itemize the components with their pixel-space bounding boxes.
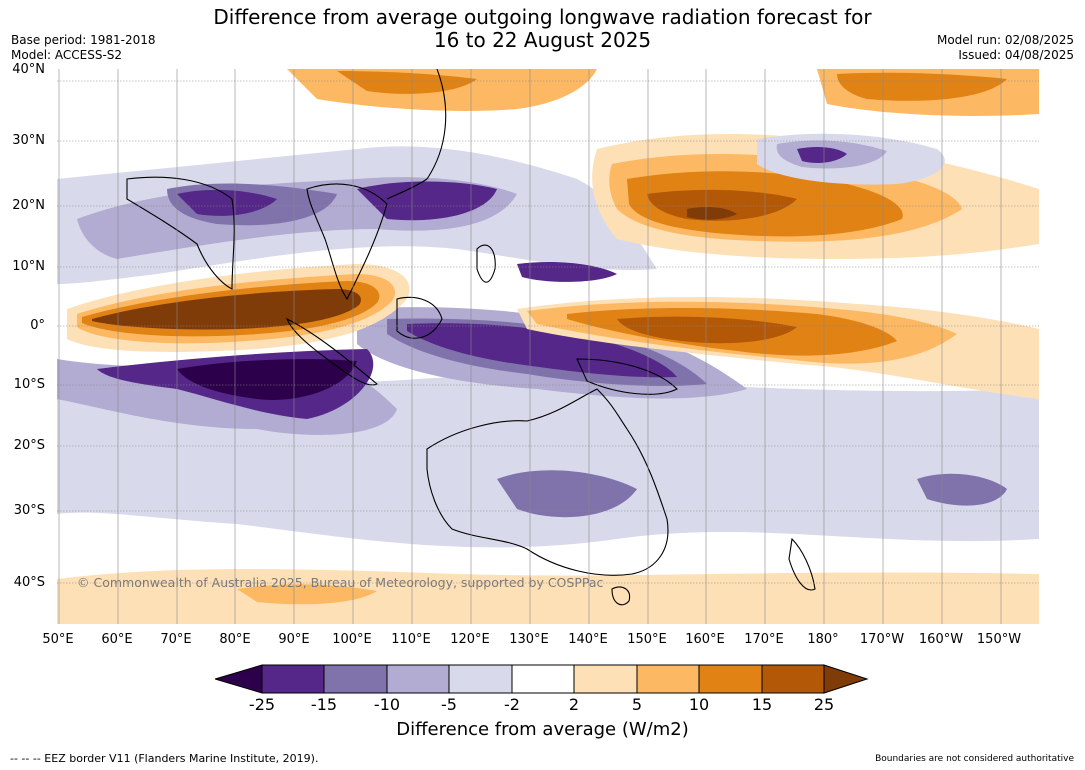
- colorbar-tick-5: 5: [631, 695, 643, 714]
- colorbar-min-arrow: [215, 664, 263, 694]
- china-coastline: [386, 69, 447, 200]
- anomaly-region-npac-orange-core: [647, 189, 797, 221]
- anomaly-region-npac-purple-core: [797, 146, 847, 163]
- lon-label-170w: 170°W: [859, 632, 905, 647]
- lat-label-30s: 30°S: [13, 503, 45, 518]
- issued-label: Issued: 04/08/2025: [958, 48, 1074, 62]
- lon-label-140e: 140°E: [568, 632, 608, 647]
- model-run-label: Model run: 02/08/2025: [936, 33, 1074, 47]
- colorbar-segment-7: [636, 664, 700, 694]
- sumatra-coastline: [285, 317, 378, 386]
- map-title: Difference from average outgoing longwav…: [0, 6, 1085, 52]
- lon-label-60e: 60°E: [101, 632, 133, 647]
- eez-border-note: -- -- -- EEZ border V11 (Flanders Marine…: [10, 752, 319, 765]
- tasmania-coastline: [611, 586, 631, 606]
- colorbar-segment-1: [261, 664, 325, 694]
- anomaly-region-nw-orange-core: [337, 71, 477, 94]
- colorbar-tick-minus15: -15: [310, 695, 338, 714]
- colorbar-tick-15: 15: [751, 695, 773, 714]
- colorbar-tick-minus5: -5: [441, 695, 457, 714]
- boundary-disclaimer: Boundaries are not considered authoritat…: [875, 754, 1074, 764]
- coastlines: [126, 69, 816, 606]
- lat-label-40s: 40°S: [13, 575, 45, 590]
- title-line-1: Difference from average outgoing longwav…: [213, 5, 872, 29]
- anomaly-region-south-orange-mid: [237, 584, 377, 605]
- colorbar-title: Difference from average (W/m2): [396, 719, 689, 740]
- lon-label-160w: 160°W: [918, 632, 964, 647]
- lon-label-50e: 50°E: [42, 632, 74, 647]
- anomaly-region-australia: [497, 470, 637, 518]
- colorbar-tick-minus2: -2: [504, 695, 520, 714]
- lon-label-180: 180°: [807, 632, 839, 647]
- colorbar-segment-4: [448, 664, 513, 694]
- lon-label-170e: 170°E: [744, 632, 784, 647]
- lon-label-130e: 130°E: [509, 632, 549, 647]
- anomaly-region-maritime-strong: [407, 323, 677, 378]
- lat-label-30n: 30°N: [12, 133, 45, 148]
- anomaly-region-china-sea: [357, 181, 497, 221]
- lon-label-150e: 150°E: [627, 632, 667, 647]
- lon-label-120e: 120°E: [450, 632, 490, 647]
- meta-right: Model run: 02/08/2025 Issued: 04/08/2025: [937, 33, 1074, 63]
- lat-label-10s: 10°S: [13, 377, 45, 392]
- new-zealand-coastline: [788, 537, 816, 591]
- lat-label-20n: 20°N: [12, 198, 45, 213]
- colorbar-tick-25: 25: [813, 695, 835, 714]
- anomaly-region-indian-core: [177, 359, 357, 400]
- lon-label-70e: 70°E: [160, 632, 192, 647]
- colorbar-segment-5: [511, 664, 575, 694]
- colorbar-segment-9: [761, 664, 825, 694]
- model-label: Model: ACCESS-S2: [11, 48, 123, 62]
- copyright-notice: © Commonwealth of Australia 2025, Bureau…: [77, 575, 604, 590]
- colorbar-tick-10: 10: [688, 695, 710, 714]
- colorbar-segment-8: [698, 664, 763, 694]
- meta-left: Base period: 1981-2018 Model: ACCESS-S2: [11, 33, 156, 63]
- lat-label-10n: 10°N: [12, 259, 45, 274]
- lon-label-150w: 150°W: [976, 632, 1022, 647]
- colorbar-segment-2: [323, 664, 388, 694]
- australia-coastline: [426, 388, 669, 576]
- anomaly-region-north-deep: [177, 189, 277, 216]
- borneo-coastline: [396, 296, 443, 339]
- title-line-2: 16 to 22 August 2025: [433, 28, 652, 52]
- lon-label-110e: 110°E: [391, 632, 431, 647]
- olr-anomaly-map: [57, 69, 1039, 624]
- philippines-coastline: [476, 244, 496, 283]
- anomaly-region-east-south: [917, 473, 1007, 506]
- lon-label-80e: 80°E: [219, 632, 251, 647]
- colorbar-tick-minus10: -10: [373, 695, 401, 714]
- colorbar-tick-minus25: -25: [248, 695, 276, 714]
- new-guinea-coastline: [576, 358, 678, 395]
- lon-label-90e: 90°E: [278, 632, 310, 647]
- lon-label-100e: 100°E: [332, 632, 372, 647]
- map-canvas: [57, 69, 1039, 624]
- colorbar: [215, 664, 869, 694]
- lat-label-40n: 40°N: [12, 62, 45, 77]
- gridlines: [57, 69, 1039, 624]
- colorbar-tick-2: 2: [568, 695, 580, 714]
- india-coastline: [126, 176, 235, 290]
- colorbar-segment-6: [573, 664, 638, 694]
- colorbar-segment-3: [386, 664, 450, 694]
- anomaly-region-npac-orange-peak: [687, 206, 737, 220]
- lat-label-20s: 20°S: [13, 438, 45, 453]
- lon-label-160e: 160°E: [685, 632, 725, 647]
- base-period-label: Base period: 1981-2018: [11, 33, 156, 47]
- anomaly-region-ne-orange-core: [837, 72, 1007, 101]
- lat-label-0: 0°: [30, 318, 45, 333]
- indochina-coastline: [306, 183, 388, 301]
- colorbar-max-arrow: [823, 664, 869, 694]
- anomaly-region-pacific-orange-core: [617, 316, 797, 344]
